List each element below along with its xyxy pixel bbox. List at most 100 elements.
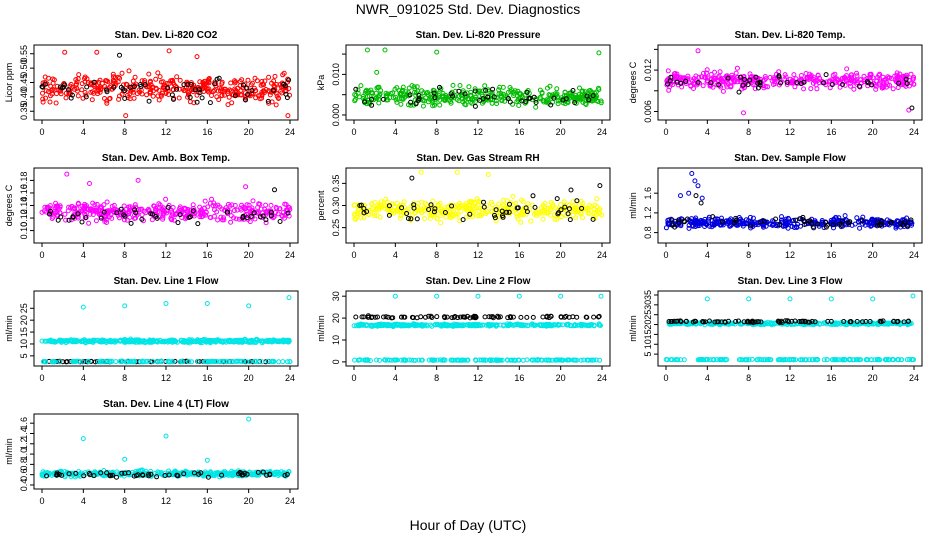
data-point [165,85,171,91]
data-point [757,79,763,85]
data-point [808,86,814,92]
data-point [423,95,429,101]
data-point [480,93,486,99]
data-point [469,97,475,103]
data-point-outlier [272,187,277,193]
data-point [76,72,82,78]
data-point [132,216,137,221]
data-point [439,210,445,216]
x-tick-label: 12 [473,373,483,383]
x-tick-label: 0 [39,127,44,137]
data-point [353,314,359,320]
data-point [598,98,604,104]
data-point-outlier [686,190,692,196]
data-point-outlier [382,47,388,53]
data-point [496,87,502,93]
data-point [353,216,358,222]
data-point [412,89,418,95]
data-point [854,73,860,79]
data-point [133,204,139,210]
data-point [132,74,138,80]
x-tick-label: 8 [746,250,751,260]
x-tick-label: 20 [556,250,566,260]
x-tick-label: 24 [597,250,607,260]
data-point [554,196,560,202]
data-point [197,79,203,85]
data-point [221,86,227,92]
data-point [252,216,258,222]
data-point [450,82,456,88]
data-point [441,205,447,211]
data-point [523,211,529,217]
data-point [399,205,405,211]
data-point [355,87,361,93]
data-point [120,86,126,92]
data-point [394,207,400,213]
data-point [566,93,572,99]
data-point [469,100,475,106]
data-point [256,201,262,207]
data-point [753,74,759,80]
data-point [531,94,537,100]
data-point [894,75,900,81]
data-point [500,84,506,90]
data-points [39,295,293,365]
data-point [104,98,110,104]
data-point [413,101,419,107]
data-point [75,93,81,99]
x-tick-label: 0 [39,496,44,506]
data-point [494,101,500,107]
data-point [383,97,389,103]
data-point [139,216,145,222]
data-point [508,89,514,95]
data-point [832,71,838,77]
data-point [510,194,516,199]
data-point [876,82,882,88]
data-point [848,83,853,89]
data-point [252,75,258,81]
data-point [903,74,909,80]
data-point [277,219,283,224]
chart-title: Stan. Dev. Amb. Box Temp. [102,153,230,164]
data-point [202,198,208,204]
data-point [496,201,502,207]
data-point [284,208,290,214]
data-point-outlier [909,105,915,111]
data-point [565,211,571,217]
data-point [171,96,176,102]
data-point [369,201,375,207]
data-point [368,90,374,96]
data-point [358,83,364,89]
data-point [286,205,292,211]
data-point [499,208,505,214]
data-point [160,216,166,222]
data-point [572,207,578,213]
data-point [259,89,265,95]
data-point [96,79,102,85]
x-tick-label: 4 [81,373,86,383]
x-tick-label: 20 [244,250,254,260]
y-tick-label: 0.45 [19,74,29,92]
y-axis-label: degrees C [628,61,638,103]
figure-title: NWR_091025 Std. Dev. Diagnostics [355,1,581,17]
data-point [214,209,220,215]
data-point [248,213,254,219]
data-point [101,202,107,208]
data-point [688,77,694,83]
y-tick-label: 10 [19,339,29,349]
data-point [573,201,579,207]
data-point [228,219,234,225]
data-point [580,96,586,102]
data-point [583,102,589,107]
data-point [848,77,854,83]
data-point [462,91,468,97]
data-point [273,102,279,108]
data-point [593,211,599,217]
data-point [55,217,61,223]
data-point-outlier [207,100,213,106]
data-point [881,79,887,85]
data-point [776,73,782,79]
data-point [223,205,229,211]
